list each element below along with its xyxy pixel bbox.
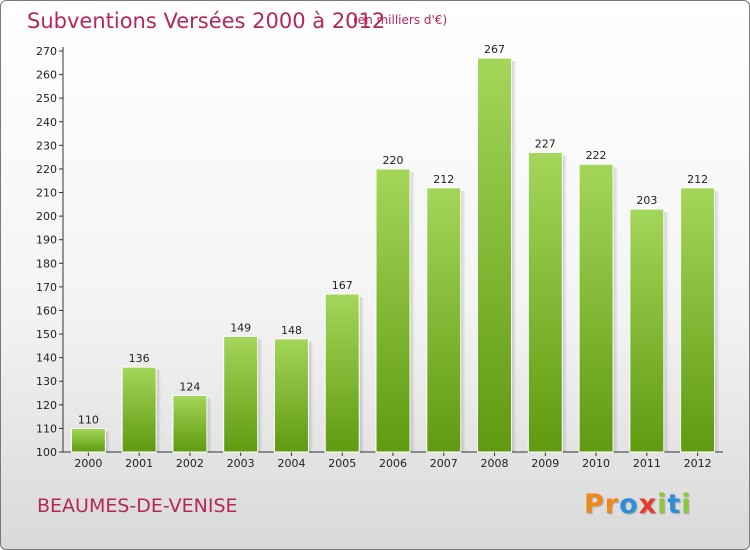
- data-label: 222: [586, 149, 607, 162]
- bar-shadow: [663, 212, 669, 452]
- x-tick-label: 2004: [277, 457, 305, 470]
- y-tick-label: 200: [36, 210, 57, 223]
- y-tick-label: 170: [36, 281, 57, 294]
- data-label: 212: [687, 173, 708, 186]
- data-label: 136: [129, 352, 150, 365]
- data-label: 148: [281, 324, 302, 337]
- bar-shadow: [308, 341, 314, 452]
- data-label: 227: [535, 137, 556, 150]
- y-tick-label: 160: [36, 304, 57, 317]
- bar: [680, 187, 716, 453]
- y-tick-label: 210: [36, 187, 57, 200]
- data-label: 167: [332, 279, 353, 292]
- commune-name: BEAUMES-DE-VENISE: [37, 495, 238, 517]
- bar: [273, 338, 309, 453]
- data-label: 212: [433, 173, 454, 186]
- bar: [324, 293, 360, 453]
- bar-shadow: [105, 431, 111, 452]
- bar-shadow: [206, 398, 212, 452]
- data-label: 149: [230, 321, 251, 334]
- bar-shadow: [562, 155, 568, 452]
- bar: [172, 394, 208, 453]
- x-tick-label: 2003: [227, 457, 255, 470]
- bar: [578, 163, 614, 453]
- bar: [121, 366, 157, 453]
- bar: [70, 427, 106, 453]
- y-tick-label: 230: [36, 139, 57, 152]
- logo-letter: i: [657, 489, 668, 520]
- y-tick-label: 190: [36, 234, 57, 247]
- y-tick-label: 140: [36, 352, 57, 365]
- proxiti-logo: Proxiti: [584, 489, 692, 520]
- bar: [527, 151, 563, 453]
- data-label: 267: [484, 43, 505, 56]
- y-tick-label: 260: [36, 69, 57, 82]
- x-tick-label: 2002: [176, 457, 204, 470]
- chart-subtitle: (en milliers d'€): [353, 13, 448, 27]
- data-label: 220: [383, 154, 404, 167]
- x-tick-label: 2006: [379, 457, 407, 470]
- x-tick-label: 2005: [328, 457, 356, 470]
- bar: [629, 208, 665, 453]
- data-label: 124: [179, 380, 200, 393]
- bar: [375, 168, 411, 453]
- y-tick-label: 240: [36, 116, 57, 129]
- logo-letter: t: [667, 489, 682, 520]
- x-tick-label: 2001: [125, 457, 153, 470]
- y-tick-label: 180: [36, 257, 57, 270]
- bar-shadow: [359, 296, 365, 452]
- x-tick-label: 2012: [684, 457, 712, 470]
- y-tick-label: 100: [36, 446, 57, 459]
- x-tick-label: 2011: [633, 457, 661, 470]
- bar-shadow: [156, 370, 162, 452]
- y-tick-label: 150: [36, 328, 57, 341]
- x-tick-label: 2008: [481, 457, 509, 470]
- logo-letter: o: [619, 489, 639, 520]
- x-tick-label: 2000: [74, 457, 102, 470]
- bar: [477, 57, 513, 453]
- bar-shadow: [460, 190, 466, 452]
- y-tick-label: 130: [36, 375, 57, 388]
- bar-shadow: [511, 61, 517, 452]
- logo-letter: r: [604, 489, 620, 520]
- logo-letter: P: [584, 489, 605, 520]
- bar-shadow: [714, 190, 720, 452]
- y-tick-label: 250: [36, 92, 57, 105]
- x-tick-label: 2010: [582, 457, 610, 470]
- data-label: 110: [78, 413, 99, 426]
- y-tick-label: 110: [36, 422, 57, 435]
- x-tick-label: 2007: [430, 457, 458, 470]
- bar: [426, 187, 462, 453]
- y-tick-label: 220: [36, 163, 57, 176]
- chart-title: Subventions Versées 2000 à 2012: [27, 9, 386, 33]
- bar: [223, 335, 259, 453]
- y-tick-label: 120: [36, 399, 57, 412]
- bar-shadow: [613, 167, 619, 453]
- data-label: 203: [636, 194, 657, 207]
- bar-shadow: [410, 171, 415, 453]
- bar-shadow: [257, 339, 263, 452]
- logo-letter: i: [681, 489, 692, 520]
- x-tick-label: 2009: [531, 457, 559, 470]
- logo-letter: x: [638, 489, 658, 520]
- y-tick-label: 270: [36, 45, 57, 58]
